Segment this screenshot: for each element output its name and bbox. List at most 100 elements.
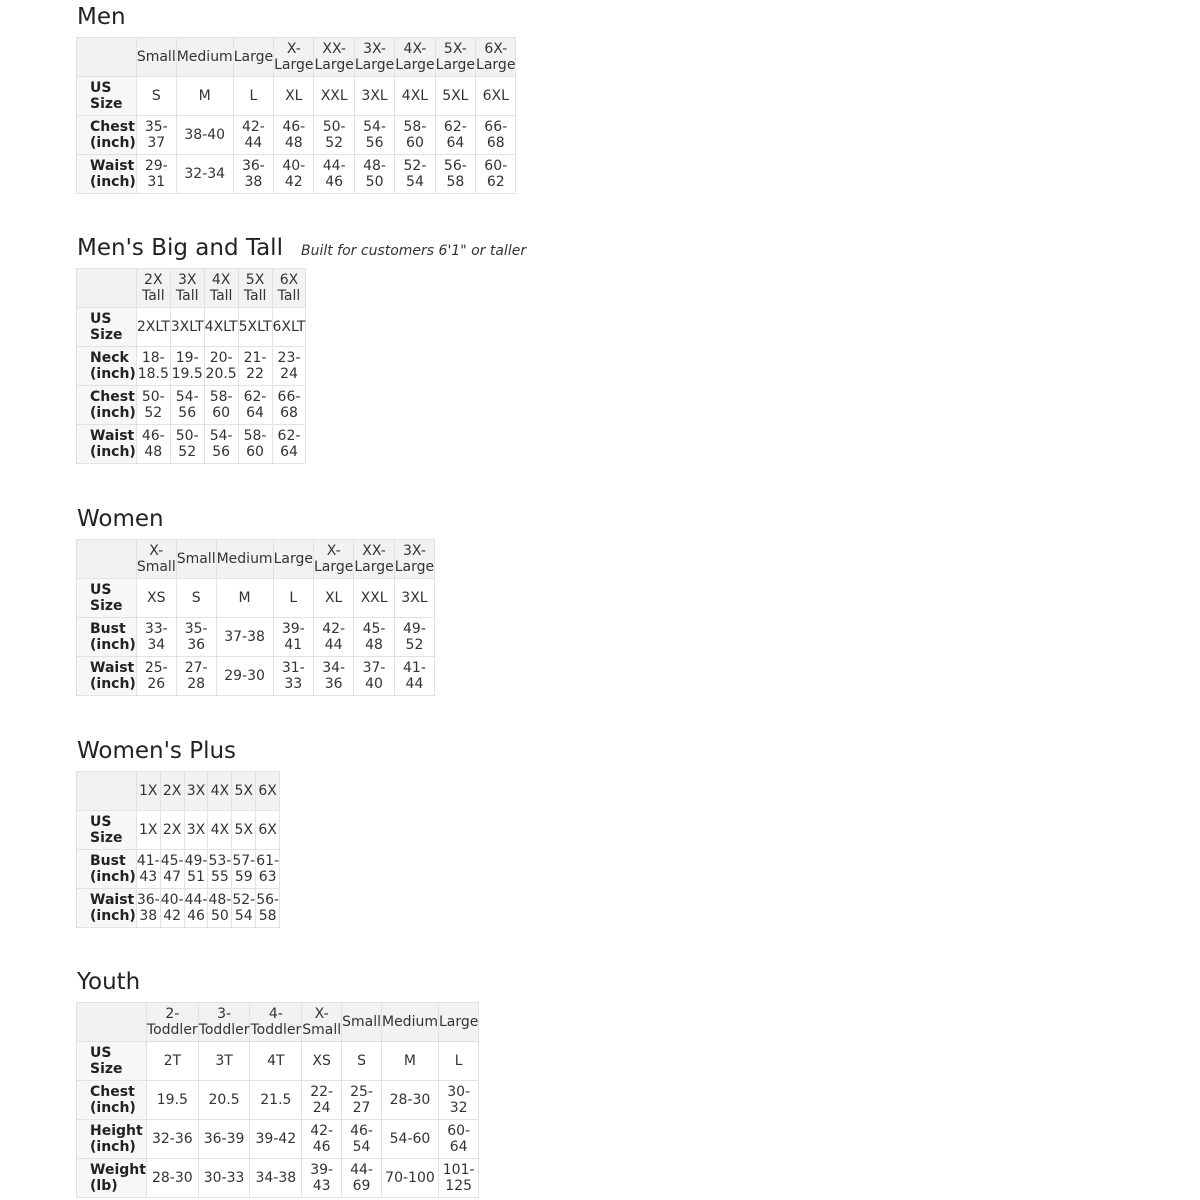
section-title-text: Men's Big and Tall	[77, 235, 283, 261]
row-label: Waist (inch)	[76, 154, 137, 194]
table-cell: 49-52	[393, 617, 436, 657]
column-header: 2X	[159, 771, 185, 811]
header-row: Small Medium Large X-Large XX-Large 3X-Large 4…	[76, 37, 517, 77]
table-cell: 60-64	[437, 1119, 480, 1159]
section-title-text: Women's Plus	[77, 738, 237, 764]
section-title-text: Youth	[77, 969, 141, 995]
table-row: Height (inch) 32-36 36-39 39-42 42-46 46-54 54…	[76, 1119, 480, 1159]
table-cell: 29-30	[215, 656, 274, 696]
row-label: Neck (inch)	[76, 346, 137, 386]
table-cell: 44-69	[341, 1158, 382, 1198]
section-title-text: Men	[77, 4, 126, 30]
table-cell: 46-48	[273, 115, 315, 155]
column-header: 5X	[231, 771, 257, 811]
table-cell: 18-18.5	[135, 346, 171, 386]
table-row: Chest (inch) 50-52 54-56 58-60 62-64 66-68	[76, 385, 307, 425]
table-cell: 20.5	[197, 1080, 251, 1120]
table-row: Bust (inch) 41-43 45-47 49-51 53-55 57-59 61-6…	[76, 849, 281, 889]
table-cell: 66-68	[271, 385, 307, 425]
table-cell: 42-44	[232, 115, 275, 155]
corner-cell	[76, 1002, 147, 1042]
column-header: 3-Toddler	[197, 1002, 251, 1042]
section-title: Men	[77, 4, 126, 30]
table-cell: M	[175, 76, 234, 116]
table-cell: 52-54	[394, 154, 436, 194]
corner-cell	[76, 268, 137, 308]
table-cell: 22-24	[301, 1080, 343, 1120]
table-cell: 60-62	[475, 154, 517, 194]
row-label: US Size	[76, 810, 137, 850]
table-row: US Size 2XLT 3XLT 4XLT 5XLT 6XLT	[76, 307, 307, 347]
column-header: Large	[437, 1002, 480, 1042]
table-cell: 50-52	[135, 385, 171, 425]
table-cell: 3X	[183, 810, 209, 850]
table-cell: 54-60	[380, 1119, 439, 1159]
table-cell: 39-43	[301, 1158, 343, 1198]
size-table: 2X Tall 3X Tall 4X Tall 5X Tall 6X Tall US Si…	[76, 268, 307, 464]
table-cell: 2X	[159, 810, 185, 850]
table-cell: 25-27	[341, 1080, 382, 1120]
table-cell: 37-40	[353, 656, 395, 696]
table-cell: 36-38	[232, 154, 275, 194]
table-cell: 40-42	[273, 154, 315, 194]
table-cell: S	[135, 76, 177, 116]
table-cell: S	[175, 578, 217, 618]
table-cell: XS	[135, 578, 177, 618]
table-cell: 2XLT	[135, 307, 171, 347]
table-cell: 41-44	[393, 656, 436, 696]
table-cell: 4T	[249, 1041, 303, 1081]
column-header: 3X-Large	[353, 37, 396, 77]
table-cell: 48-50	[207, 888, 233, 928]
corner-cell	[76, 771, 137, 811]
table-cell: 54-56	[203, 424, 239, 464]
table-cell: 1X	[135, 810, 161, 850]
row-label: Chest (inch)	[76, 1080, 147, 1120]
table-cell: 50-52	[169, 424, 205, 464]
column-header: Large	[272, 539, 314, 579]
section-title: Men's Big and Tall Built for customers 6'…	[77, 235, 526, 261]
table-cell: 56-58	[434, 154, 477, 194]
row-label: Height (inch)	[76, 1119, 147, 1159]
column-header: 5X-Large	[434, 37, 477, 77]
table-cell: 3T	[197, 1041, 251, 1081]
table-cell: 29-31	[135, 154, 177, 194]
column-header: 2-Toddler	[145, 1002, 199, 1042]
size-table: 2-Toddler 3-Toddler 4-Toddler X-Small Small M…	[76, 1002, 480, 1198]
table-cell: 56-58	[255, 888, 281, 928]
table-row: Chest (inch) 35-37 38-40 42-44 46-48 50-52 54-…	[76, 115, 517, 155]
table-cell: L	[437, 1041, 480, 1081]
column-header: 6X Tall	[271, 268, 307, 308]
table-cell: 38-40	[175, 115, 234, 155]
column-header: 4X-Large	[394, 37, 436, 77]
size-table: Small Medium Large X-Large XX-Large 3X-Large 4…	[76, 37, 517, 194]
row-label: US Size	[76, 1041, 147, 1081]
column-header: Small	[341, 1002, 382, 1042]
section-title: Women	[77, 506, 164, 532]
table-cell: 42-46	[301, 1119, 343, 1159]
table-cell: 28-30	[145, 1158, 199, 1198]
table-cell: XXL	[313, 76, 355, 116]
table-cell: 25-26	[135, 656, 177, 696]
table-cell: 3XL	[393, 578, 436, 618]
table-cell: 62-64	[237, 385, 273, 425]
column-header: XX-Large	[353, 539, 395, 579]
table-row: US Size S M L XL XXL 3XL 4XL 5XL 6XL	[76, 76, 517, 116]
table-cell: 61-63	[255, 849, 281, 889]
table-cell: 46-54	[341, 1119, 382, 1159]
table-cell: 45-48	[353, 617, 395, 657]
table-cell: 39-41	[272, 617, 314, 657]
table-cell: 57-59	[231, 849, 257, 889]
table-cell: 42-44	[312, 617, 355, 657]
table-cell: 31-33	[272, 656, 314, 696]
table-cell: 36-38	[135, 888, 161, 928]
table-cell: 35-37	[135, 115, 177, 155]
column-header: 3X-Large	[393, 539, 436, 579]
table-row: Bust (inch) 33-34 35-36 37-38 39-41 42-44 45-4…	[76, 617, 436, 657]
table-cell: 5XL	[434, 76, 477, 116]
table-cell: 27-28	[175, 656, 217, 696]
table-cell: 66-68	[475, 115, 517, 155]
column-header: Medium	[215, 539, 274, 579]
table-cell: 50-52	[313, 115, 355, 155]
table-cell: 21-22	[237, 346, 273, 386]
table-cell: L	[232, 76, 275, 116]
